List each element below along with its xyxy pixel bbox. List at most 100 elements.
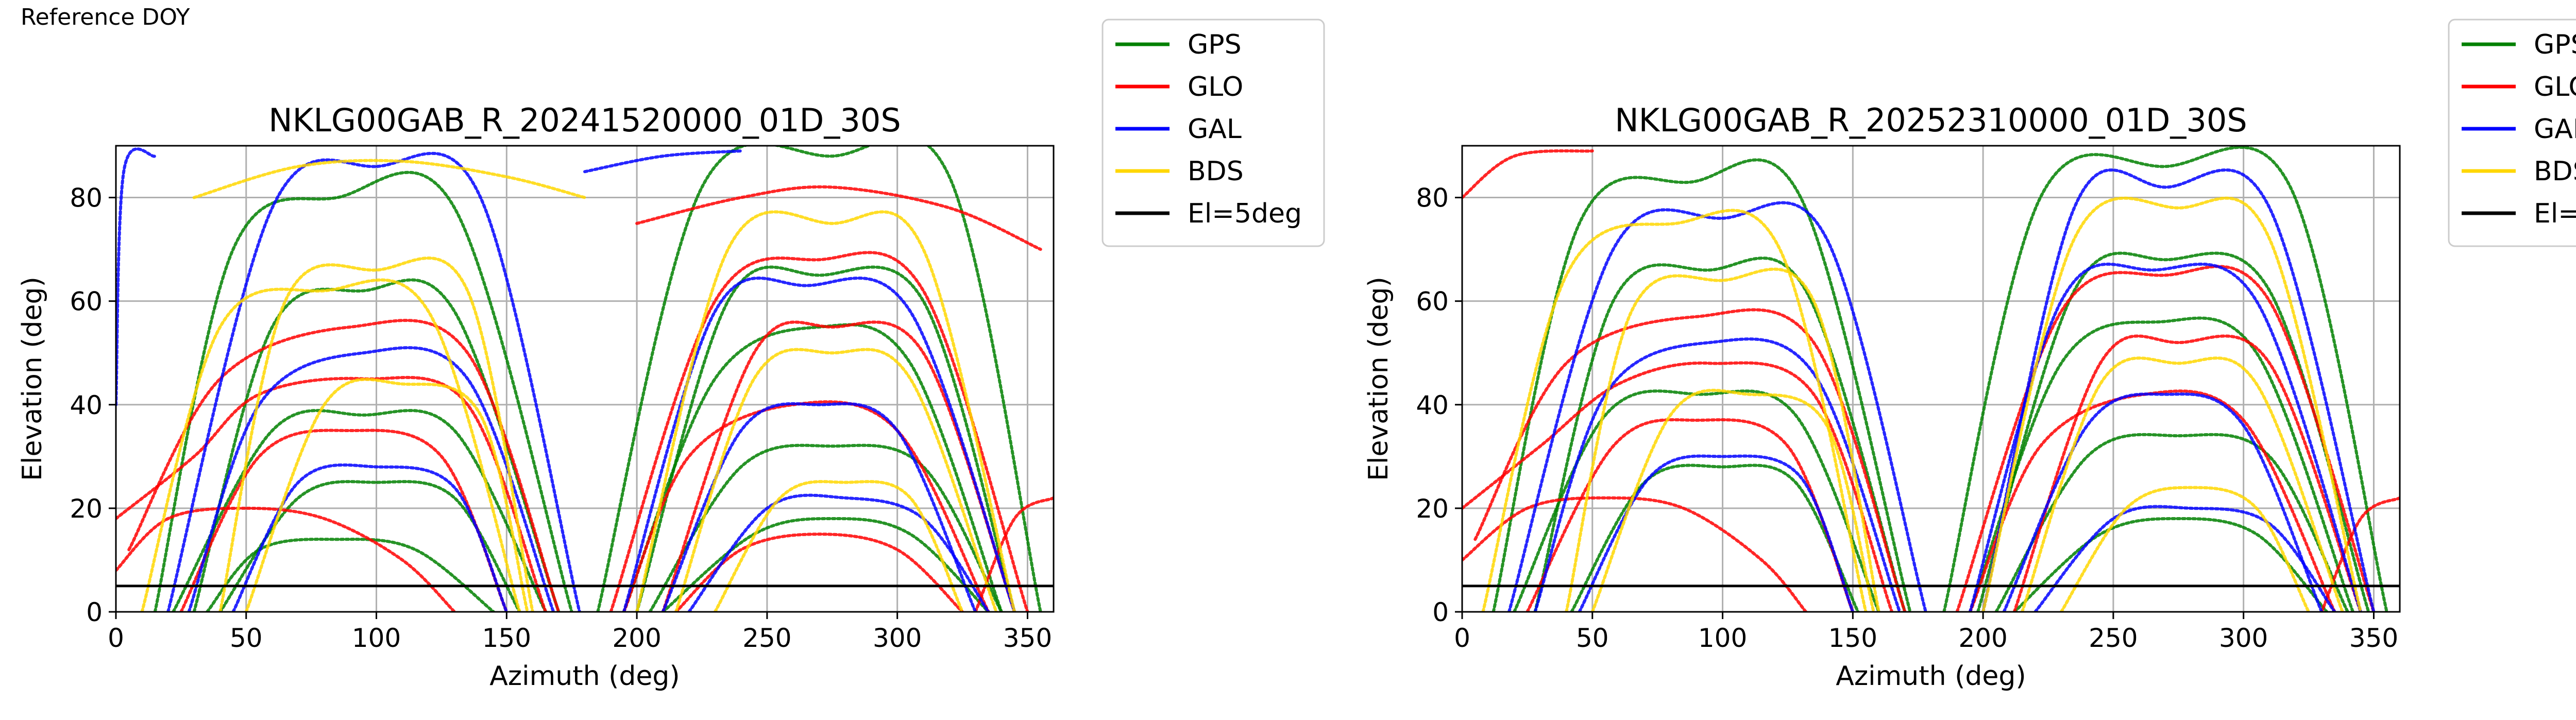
x-tick-label: 50 xyxy=(1576,623,1609,653)
x-tick-label: 250 xyxy=(742,623,791,653)
x-tick-label: 250 xyxy=(2089,623,2138,653)
arc-glo xyxy=(1462,496,1808,612)
arc-gal xyxy=(1533,337,1902,612)
arc-gal xyxy=(661,402,977,612)
legend-label-el-5deg: El=5deg xyxy=(1188,198,1302,229)
axes-frame xyxy=(115,145,1055,613)
arc-glo xyxy=(1462,149,1594,199)
y-tick-label: 60 xyxy=(1416,287,1449,317)
arc-gps xyxy=(1976,251,2370,612)
x-tick-label: 200 xyxy=(612,623,661,653)
arc-gps xyxy=(1533,256,1907,612)
chart-right: 0 50 100 150 200 250 300 350 0 20 40 60 80 NKLG00GAB_… xyxy=(1363,19,2576,692)
arc-gps xyxy=(1942,146,2388,612)
y-tick-label: 20 xyxy=(1416,494,1449,524)
arc-bds xyxy=(140,278,521,612)
y-tick-label: 20 xyxy=(70,494,103,524)
plot-area xyxy=(1462,146,2400,612)
arc-bds xyxy=(2020,356,2344,612)
y-tick-label: 80 xyxy=(70,183,103,213)
legend-label-el-5deg: El=5deg xyxy=(2534,198,2576,229)
legend-label-gal: GAL xyxy=(1188,114,1242,145)
arc-bds xyxy=(1565,267,1880,612)
arc-gps xyxy=(635,265,1016,612)
x-tick-label: 350 xyxy=(1003,623,1052,653)
arc-gal xyxy=(116,147,157,406)
x-tick-label: 100 xyxy=(1698,623,1747,653)
arc-gal xyxy=(231,463,509,612)
arc-glo xyxy=(2320,496,2400,612)
y-tick-label: 0 xyxy=(86,597,103,627)
arc-gps xyxy=(172,409,548,612)
arc-glo xyxy=(1462,361,1894,612)
arc-bds xyxy=(2059,486,2311,612)
arc-gps xyxy=(1513,389,1880,612)
x-tick-label: 0 xyxy=(108,623,124,653)
y-axis-label: Elevation (deg) xyxy=(1363,277,1394,481)
legend-label-glo: GLO xyxy=(2534,72,2576,102)
arc-glo xyxy=(179,428,509,612)
arc-glo xyxy=(1473,308,1907,612)
x-tick-label: 200 xyxy=(1958,623,2007,653)
arc-bds xyxy=(674,348,998,612)
x-tick-label: 150 xyxy=(1828,623,1877,653)
arc-bds xyxy=(1590,388,1875,612)
arc-gal xyxy=(583,149,743,174)
chart-left: 0 50 100 150 200 250 300 350 0 20 40 60 80 NKLG00GAB_… xyxy=(17,19,1325,692)
legend-frame xyxy=(1101,19,1325,247)
x-axis-label: Azimuth (deg) xyxy=(489,661,680,692)
arc-gal xyxy=(1578,454,1855,612)
arc-glo xyxy=(974,496,1054,612)
plot-area xyxy=(116,146,1054,612)
arc-bds xyxy=(713,480,964,612)
x-tick-label: 100 xyxy=(352,623,401,653)
arc-glo xyxy=(2012,334,2363,612)
arc-glo xyxy=(1526,418,1855,612)
arc-glo xyxy=(674,533,964,612)
y-tick-label: 60 xyxy=(70,287,103,317)
y-tick-label: 40 xyxy=(1416,390,1449,420)
arc-gps xyxy=(661,517,990,612)
legend-label-glo: GLO xyxy=(1188,72,1243,102)
x-tick-label: 50 xyxy=(230,623,263,653)
arc-gps xyxy=(1570,464,1860,612)
arc-bds xyxy=(192,159,586,199)
legend-label-gal: GAL xyxy=(2534,114,2576,145)
chart-title: NKLG00GAB_R_20241520000_01D_30S xyxy=(268,101,901,139)
arc-gal xyxy=(1507,201,1927,612)
arc-glo xyxy=(635,185,1042,251)
legend-frame xyxy=(2448,19,2576,247)
x-tick-label: 300 xyxy=(2219,623,2268,653)
arc-gal xyxy=(2002,392,2324,612)
arc-bds xyxy=(1481,209,1868,612)
x-axis-label: Azimuth (deg) xyxy=(1836,661,2026,692)
legend: GPS GLO GAL BDS El=5deg xyxy=(2448,19,2576,247)
x-tick-label: 350 xyxy=(2349,623,2398,653)
legend-label-bds: BDS xyxy=(2534,156,2576,187)
arc-gal xyxy=(622,277,1016,612)
arc-bds xyxy=(244,378,529,612)
y-axis-label: Elevation (deg) xyxy=(17,277,48,481)
arc-gps xyxy=(1492,158,1912,612)
legend-label-gps: GPS xyxy=(1188,29,1242,60)
arc-gal xyxy=(166,151,581,612)
arc-gal xyxy=(1981,168,2376,612)
arc-gal xyxy=(1968,262,2363,612)
axes-frame xyxy=(1461,145,2401,613)
x-tick-label: 150 xyxy=(482,623,531,653)
header-reference-doy: Reference DOY xyxy=(21,4,190,30)
y-tick-label: 0 xyxy=(1432,597,1449,627)
arc-gal xyxy=(2033,505,2336,612)
legend-label-bds: BDS xyxy=(1188,156,1244,187)
legend-label-gps: GPS xyxy=(2534,29,2576,60)
y-tick-label: 40 xyxy=(70,390,103,420)
arc-glo xyxy=(116,506,456,612)
legend: GPS GLO GAL BDS El=5deg xyxy=(1101,19,1325,247)
x-tick-label: 300 xyxy=(873,623,922,653)
arc-gps xyxy=(205,538,496,612)
arc-glo xyxy=(116,375,548,612)
arc-gps xyxy=(1994,433,2349,612)
arc-gps xyxy=(596,146,1042,612)
x-tick-label: 0 xyxy=(1454,623,1470,653)
